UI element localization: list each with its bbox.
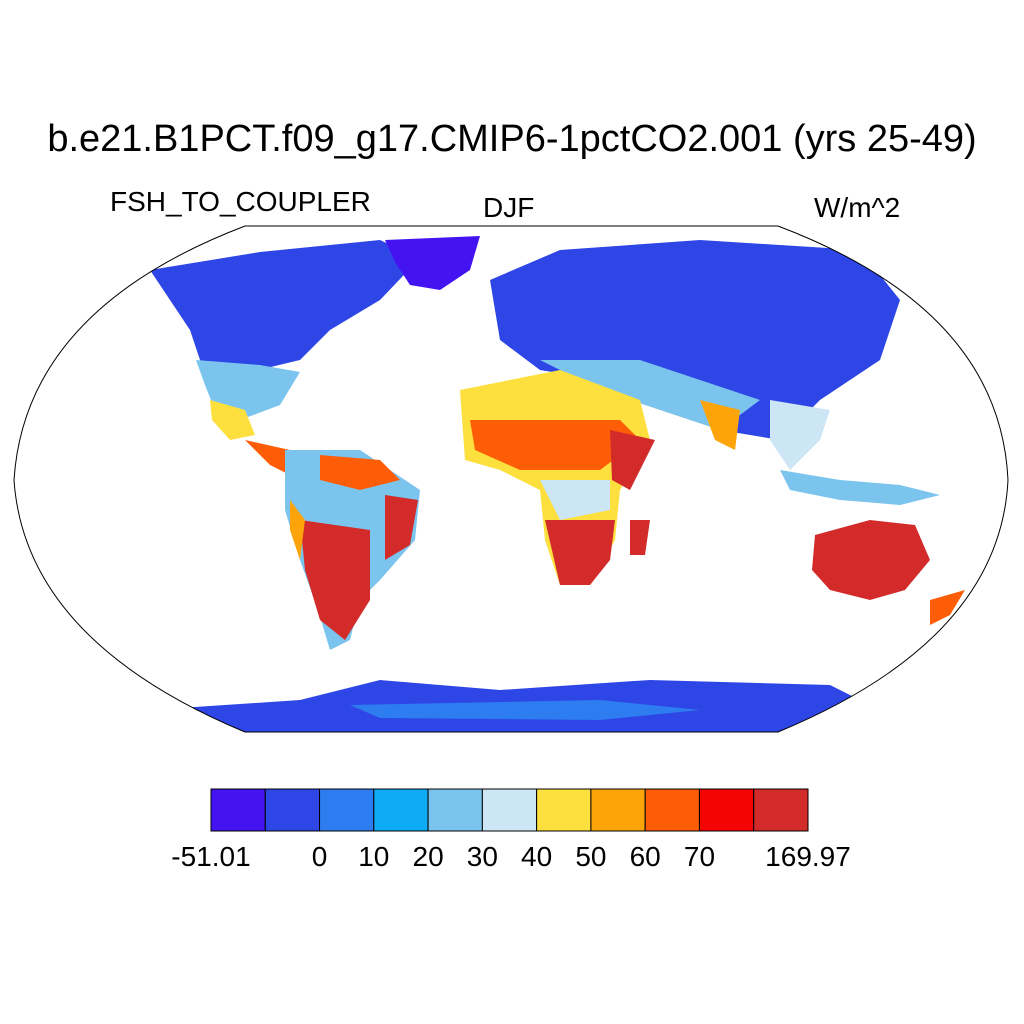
- map-border: [13, 225, 1009, 733]
- colorbar-box: [264, 788, 321, 832]
- plot-title: b.e21.B1PCT.f09_g17.CMIP6-1pctCO2.001 (y…: [47, 118, 977, 160]
- north-america: [150, 240, 420, 375]
- colorbar-tick-label: 20: [413, 841, 444, 872]
- colorbar-box: [536, 788, 592, 832]
- colorbar-tick-label: 169.97: [765, 841, 851, 872]
- colorbar-box: [644, 788, 700, 832]
- units-label: W/m^2: [814, 192, 901, 223]
- colorbar-tick-label: 60: [630, 841, 661, 872]
- colorbar-box: [319, 788, 375, 832]
- colorbar-box: [210, 788, 266, 832]
- eurasia: [490, 240, 900, 440]
- colorbar-tick-label: 50: [575, 841, 606, 872]
- colorbar-box: [590, 788, 646, 832]
- colorbar-box: [698, 788, 755, 832]
- australia: [812, 520, 930, 600]
- colorbar-tick-label: 40: [521, 841, 552, 872]
- colorbar-tick-label: 10: [358, 841, 389, 872]
- colorbar-box: [427, 788, 483, 832]
- colorbar-tick-label: 70: [684, 841, 715, 872]
- colorbar-tick-label: -51.01: [171, 841, 250, 872]
- greenland: [385, 236, 480, 290]
- colorbar-tick-label: 0: [312, 841, 328, 872]
- variable-name: FSH_TO_COUPLER: [110, 186, 371, 217]
- colorbar-box: [753, 788, 809, 832]
- colorbar-tick-label: 30: [467, 841, 498, 872]
- season-label: DJF: [483, 192, 535, 223]
- colorbar-box: [481, 788, 538, 832]
- colorbar-box: [373, 788, 429, 832]
